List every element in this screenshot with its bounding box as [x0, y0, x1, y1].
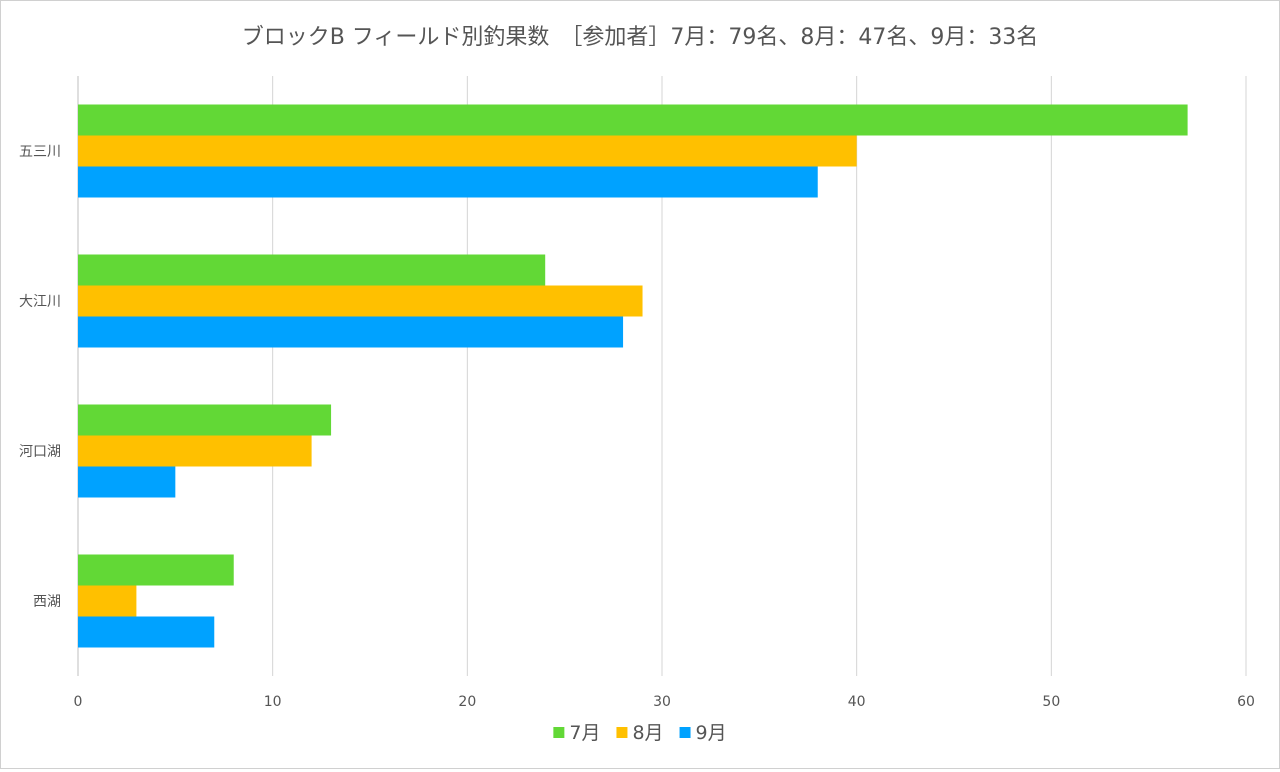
- legend-item: 7月: [553, 722, 600, 744]
- bar: [78, 104, 1188, 136]
- legend: 7月 8月 9月: [553, 722, 727, 744]
- x-tick-label: 20: [458, 694, 476, 710]
- legend-swatch: [679, 727, 691, 738]
- bar: [78, 554, 234, 586]
- bar: [78, 404, 332, 436]
- x-tick-label: 0: [74, 694, 83, 710]
- bar: [78, 135, 857, 167]
- bar: [78, 466, 176, 498]
- x-tick-labels: 0 10 20 30 40 50 60: [74, 694, 1255, 710]
- bar: [78, 585, 137, 617]
- bar: [78, 285, 643, 317]
- category-label: 河口湖: [19, 444, 61, 460]
- category-label: 西湖: [33, 594, 61, 610]
- legend-label: 9月: [696, 722, 727, 744]
- x-tick-label: 10: [264, 694, 282, 710]
- category-label: 五三川: [19, 144, 61, 160]
- legend-item: 8月: [616, 722, 664, 744]
- x-tick-label: 40: [848, 694, 866, 710]
- x-tick-label: 50: [1042, 694, 1060, 710]
- legend-label: 7月: [569, 722, 600, 744]
- category-label: 大江川: [19, 294, 61, 310]
- bar: [78, 435, 312, 467]
- chart-title: ブロックB フィールド別釣果数 ［参加者］7月：79名、8月：47名、9月：33…: [242, 25, 1039, 50]
- x-tick-label: 60: [1237, 694, 1255, 710]
- bars: [78, 104, 1188, 648]
- bar: [78, 166, 818, 198]
- x-tick-label: 30: [653, 694, 671, 710]
- legend-swatch: [616, 727, 628, 738]
- bar: [78, 616, 215, 648]
- legend-label: 8月: [632, 722, 663, 744]
- legend-item: 9月: [679, 722, 727, 744]
- legend-swatch: [553, 727, 565, 738]
- bar: [78, 254, 546, 286]
- bar: [78, 316, 624, 348]
